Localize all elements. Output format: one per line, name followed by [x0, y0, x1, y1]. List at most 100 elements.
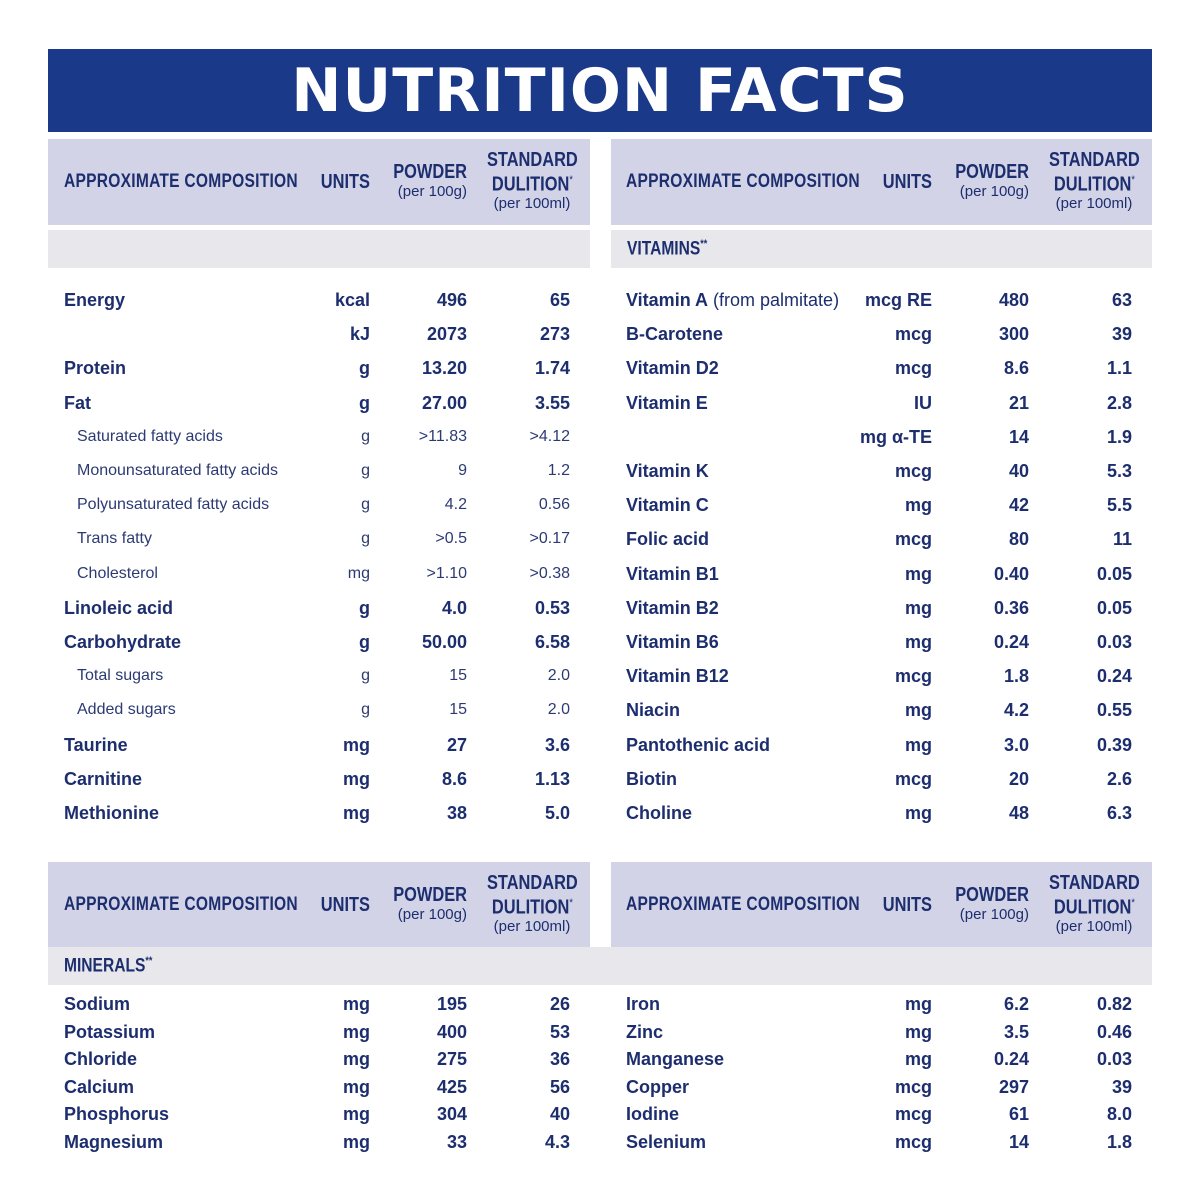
- row-powder-value: 400: [436, 1021, 467, 1042]
- row-name: Iodine: [626, 1104, 679, 1125]
- header-standard-label: STANDARD: [1048, 148, 1140, 171]
- row-powder-value: 13.20: [421, 358, 467, 379]
- row-dilution-value: 4.3: [544, 1132, 570, 1152]
- table-row: Magnesium mg 33 4.3: [48, 1126, 608, 1158]
- header-dilution-mark: *: [1130, 173, 1135, 186]
- row-powder-value: 8.6: [441, 768, 467, 789]
- section-minerals-mark: **: [145, 954, 153, 967]
- row-dilution-value: 0.03: [1096, 1049, 1132, 1070]
- table-row: Vitamin B6 mg 0.24 0.03: [611, 626, 1171, 658]
- row-powder-value: 27: [446, 734, 467, 755]
- row-name: Vitamin D2: [626, 358, 719, 379]
- row-powder-value: 2073: [426, 324, 467, 345]
- row-unit: mcg RE: [864, 290, 932, 310]
- row-powder-value: >1.10: [426, 564, 467, 582]
- row-name: Chloride: [64, 1049, 138, 1070]
- row-powder-value: 0.36: [993, 597, 1029, 618]
- row-powder-value: 4.2: [444, 496, 467, 514]
- row-name: Biotin: [626, 768, 677, 789]
- row-powder-value: >0.5: [435, 530, 467, 548]
- row-name: Carnitine: [64, 768, 143, 789]
- row-name: Linoleic acid: [64, 597, 174, 618]
- section-minerals: MINERALS**: [48, 947, 1152, 985]
- row-powder-value: 300: [998, 324, 1029, 345]
- row-dilution-value: 39: [1111, 1076, 1132, 1097]
- row-unit: mg α-TE: [859, 426, 932, 447]
- header-dilution-label: DULITION*: [1053, 896, 1135, 919]
- table-row: Vitamin E IU 21 2.8: [611, 387, 1171, 419]
- row-dilution-value: 8.0: [1106, 1104, 1132, 1125]
- table-row: Energy kcal 496 65: [48, 284, 608, 316]
- row-dilution-value: 0.53: [534, 597, 570, 618]
- table-row: Copper mcg 297 39: [611, 1071, 1171, 1103]
- table-row: Calcium mg 425 56: [48, 1071, 608, 1103]
- row-unit: g: [361, 701, 370, 719]
- header-dilution-sub: (per 100ml): [493, 195, 571, 213]
- row-dilution-value: 0.24: [1096, 666, 1132, 687]
- row-name: Magnesium: [64, 1132, 164, 1152]
- row-powder-value: 61: [1008, 1104, 1029, 1125]
- row-name: Saturated fatty acids: [77, 427, 223, 445]
- row-powder-value: 50.00: [421, 632, 467, 652]
- table-row: Carnitine mg 8.6 1.13: [48, 763, 608, 795]
- row-name: Vitamin B12: [626, 666, 729, 687]
- row-name: Methionine: [64, 803, 159, 823]
- header-composition: APPROXIMATE COMPOSITION: [626, 862, 911, 948]
- table-row: Iodine mcg 61 8.0: [611, 1098, 1171, 1130]
- row-unit: mg: [905, 734, 932, 755]
- row-unit: IU: [914, 392, 932, 413]
- header-powder-label: POWDER: [955, 161, 1029, 183]
- row-unit: g: [359, 358, 370, 379]
- table-header: APPROXIMATE COMPOSITION UNITS POWDER (per 1…: [611, 139, 1152, 225]
- row-unit: g: [361, 427, 370, 445]
- row-powder-value: 48: [1008, 803, 1029, 823]
- row-unit: mg: [343, 734, 370, 755]
- header-dilution-label: DULITION*: [1053, 173, 1135, 196]
- table-header: APPROXIMATE COMPOSITION UNITS POWDER (per 1…: [48, 862, 590, 948]
- header-dilution-mark: *: [1130, 896, 1135, 909]
- header-dilution-mark: *: [568, 173, 573, 186]
- section-vitamins-label: VITAMINS**: [627, 237, 708, 260]
- row-dilution-value: 0.03: [1096, 632, 1132, 652]
- table-row: Monounsaturated fatty acids g 9 1.2: [48, 455, 608, 487]
- header-dilution-sub: (per 100ml): [493, 918, 571, 936]
- header-units: UNITS: [872, 862, 932, 948]
- header-powder: POWDER (per 100g): [939, 139, 1029, 225]
- row-powder-value: 6.2: [1003, 994, 1029, 1014]
- row-powder-value: 1.8: [1003, 666, 1029, 687]
- row-name: Pantothenic acid: [626, 734, 771, 755]
- row-dilution-value: 65: [549, 290, 570, 310]
- row-powder-value: 27.00: [421, 392, 467, 413]
- row-powder-value: 425: [436, 1076, 467, 1097]
- header-units-label: UNITS: [882, 894, 932, 916]
- row-unit: g: [359, 597, 370, 618]
- header-powder-label: POWDER: [393, 884, 467, 906]
- page-title: NUTRITION FACTS: [291, 55, 909, 126]
- row-dilution-value: 0.46: [1096, 1021, 1132, 1042]
- header-dilution-sub: (per 100ml): [1055, 195, 1133, 213]
- row-dilution-value: >0.17: [529, 530, 570, 548]
- row-unit: mg: [347, 564, 370, 582]
- row-name: Vitamin E: [626, 392, 708, 413]
- table-header: APPROXIMATE COMPOSITION UNITS POWDER (per 1…: [48, 139, 590, 225]
- row-powder-value: 3.5: [1003, 1021, 1029, 1042]
- section-blank: [48, 230, 590, 268]
- row-unit: mg: [343, 803, 370, 823]
- row-unit: mg: [905, 632, 932, 652]
- row-dilution-value: 0.05: [1096, 563, 1132, 584]
- row-dilution-value: 1.9: [1106, 426, 1132, 447]
- row-powder-value: 496: [436, 290, 467, 310]
- row-dilution-value: 6.3: [1106, 803, 1132, 823]
- row-unit: mcg: [894, 768, 932, 789]
- row-name: B-Carotene: [626, 324, 724, 345]
- row-dilution-value: >0.38: [529, 564, 570, 582]
- table-row: Vitamin B12 mcg 1.8 0.24: [611, 660, 1171, 692]
- table-row: Niacin mg 4.2 0.55: [611, 694, 1171, 726]
- row-unit: mg: [343, 1076, 370, 1097]
- row-dilution-value: 53: [549, 1021, 570, 1042]
- table-row: kJ 2073 273: [48, 318, 608, 350]
- table-row: Added sugars g 15 2.0: [48, 694, 608, 726]
- row-name: Phosphorus: [64, 1104, 170, 1125]
- row-unit: mg: [343, 1049, 370, 1070]
- section-minerals-label: MINERALS**: [64, 954, 153, 977]
